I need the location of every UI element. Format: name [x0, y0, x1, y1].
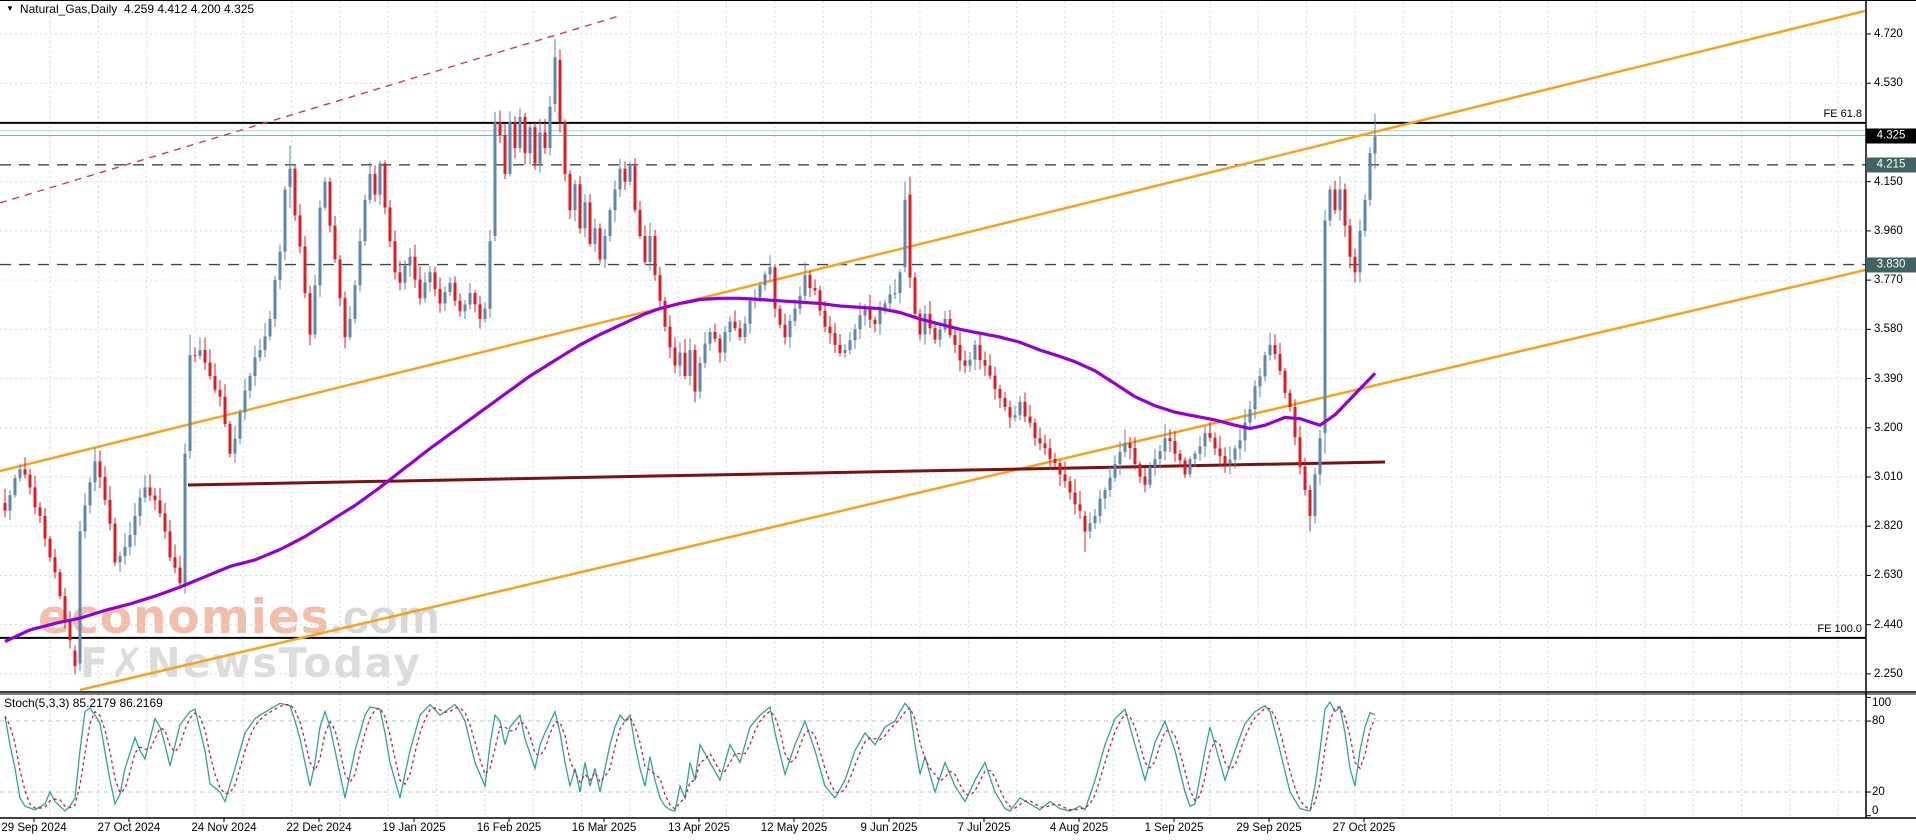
watermark-brand-suffix: .com [329, 590, 440, 643]
date-tick-1-Sep-2025: 1 Sep 2025 [1144, 822, 1204, 834]
date-tick-13-Apr-2025: 13 Apr 2025 [667, 822, 731, 834]
price-tick-2.820: 2.820 [1874, 520, 1903, 533]
price-tick-3.770: 3.770 [1874, 274, 1903, 287]
price-tick-3.580: 3.580 [1874, 323, 1903, 336]
symbol-dropdown-icon[interactable]: ▼ [6, 4, 14, 13]
current-price-badge: 4.325 [1866, 128, 1916, 144]
watermark: economies.com F✗NewsToday [38, 593, 439, 684]
price-tick-4.150: 4.150 [1874, 175, 1903, 188]
stoch-level-100: 100 [1872, 697, 1892, 709]
price-tick-3.390: 3.390 [1874, 372, 1903, 385]
level-badge-4215: 4.215 [1866, 157, 1916, 173]
date-tick-16-Feb-2025: 16 Feb 2025 [476, 822, 542, 834]
date-tick-12-May-2025: 12 May 2025 [760, 822, 828, 834]
fib-61.8-label: FE 61.8 [1823, 108, 1862, 120]
stoch-level-80: 80 [1872, 715, 1885, 728]
price-tick-2.440: 2.440 [1874, 618, 1903, 631]
price-tick-2.630: 2.630 [1874, 569, 1903, 582]
stoch-k-value: 85.2179 [72, 696, 117, 710]
stoch-indicator-label: Stoch(5,3,3) 85.2179 86.2169 [4, 696, 163, 710]
date-tick-4-Aug-2025: 4 Aug 2025 [1049, 822, 1109, 834]
fib-100-label: FE 100.0 [1817, 623, 1862, 635]
date-tick-9-Jun-2025: 9 Jun 2025 [860, 822, 918, 834]
price-tick-4.720: 4.720 [1874, 28, 1903, 40]
symbol-name: Natural_Gas,Daily [19, 2, 118, 16]
date-tick-7-Jul-2025: 7 Jul 2025 [957, 822, 1011, 834]
date-tick-22-Dec-2024: 22 Dec 2024 [286, 822, 352, 834]
date-tick-27-Oct-2024: 27 Oct 2024 [97, 822, 161, 834]
price-tick-4.530: 4.530 [1874, 77, 1903, 90]
stoch-d-value: 86.2169 [119, 696, 163, 710]
chart-title: ▼ Natural_Gas,Daily 4.259 4.412 4.200 4.3… [6, 2, 254, 16]
date-tick-19-Jan-2025: 19 Jan 2025 [382, 822, 446, 834]
level-badge-3830: 3.830 [1866, 257, 1916, 273]
title-ohlc-values: 4.259 4.412 4.200 4.325 [123, 2, 255, 16]
price-tick-2.250: 2.250 [1874, 667, 1903, 680]
date-tick-27-Oct-2025: 27 Oct 2025 [1332, 822, 1396, 834]
date-tick-29-Sep-2024: 29 Sep 2024 [1, 822, 67, 834]
date-tick-16-Mar-2025: 16 Mar 2025 [571, 822, 637, 834]
stoch-level-20: 20 [1872, 786, 1885, 799]
date-tick-29-Sep-2025: 29 Sep 2025 [1236, 822, 1302, 834]
date-tick-24-Nov-2024: 24 Nov 2024 [191, 822, 257, 834]
stoch-level-0: 0 [1872, 805, 1879, 817]
price-tick-3.960: 3.960 [1874, 224, 1903, 237]
stoch-name: Stoch(5,3,3) [4, 696, 70, 710]
price-tick-3.010: 3.010 [1874, 471, 1903, 483]
price-tick-3.200: 3.200 [1874, 421, 1903, 434]
